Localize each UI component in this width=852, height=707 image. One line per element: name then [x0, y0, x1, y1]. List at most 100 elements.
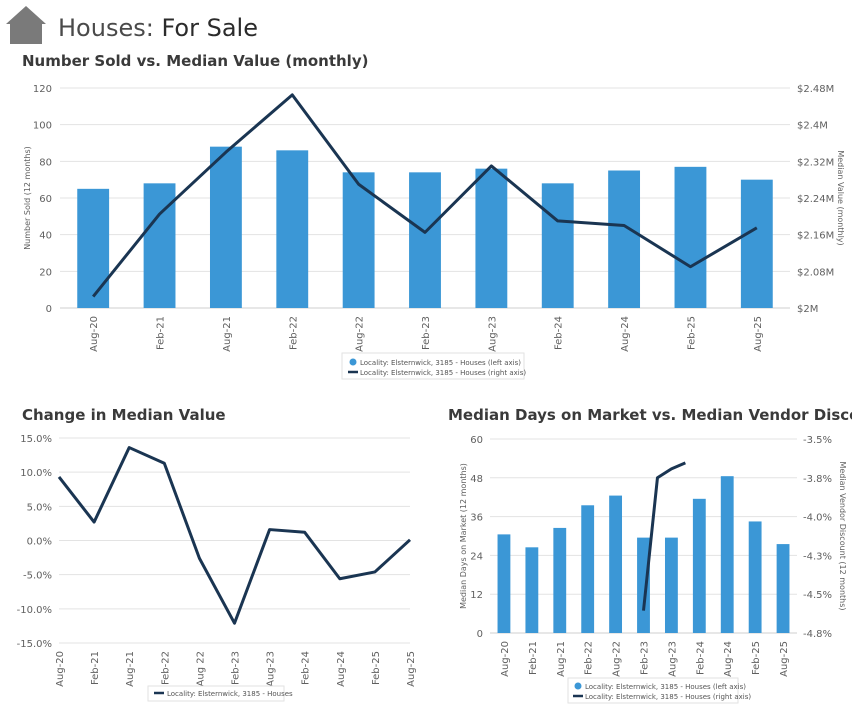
x-tick-label: Feb-24 [695, 641, 706, 675]
bar [608, 170, 641, 308]
y-right-tick-label: $2.48M [797, 84, 834, 95]
legend-item-line: Locality: Elsternwick, 3185 - Houses (ri… [360, 369, 526, 377]
x-tick-label: Aug-21 [556, 641, 567, 677]
y-tick-label: -5.0% [23, 571, 52, 582]
bar [674, 166, 707, 308]
y-left-tick-label: 0 [477, 629, 483, 640]
y-tick-label: -10.0% [17, 605, 52, 616]
y-right-tick-label: $2.24M [797, 194, 834, 205]
x-tick-label: Feb-23 [640, 641, 651, 675]
x-tick-label: Feb-23 [421, 316, 432, 350]
x-tick-label: Aug-20 [55, 651, 66, 687]
page-title: Houses: For Sale [58, 14, 258, 42]
legend-box [341, 352, 525, 380]
y-tick-label: -15.0% [17, 639, 52, 650]
bar [720, 476, 734, 633]
x-tick-label: Feb-22 [160, 651, 171, 685]
bar [553, 527, 567, 633]
bar [77, 188, 110, 308]
bar [497, 534, 511, 633]
y-axis-label-left: Number Sold (12 months) [23, 146, 32, 250]
page-title-prefix: Houses: [58, 14, 154, 42]
y-tick-label: 10.0% [20, 468, 52, 479]
y-left-tick-label: 60 [39, 194, 52, 205]
bar [541, 183, 574, 308]
x-tick-label: Feb-25 [751, 641, 762, 675]
x-tick-label: Feb-24 [301, 651, 312, 685]
bar [209, 146, 242, 308]
page-title-main: For Sale [161, 14, 258, 42]
bar [637, 537, 650, 633]
x-tick-label: Feb-21 [528, 641, 539, 675]
bar [740, 179, 773, 308]
y-left-tick-label: 40 [39, 231, 52, 242]
y-right-tick-label: -3.8% [803, 474, 832, 485]
x-tick-label: Aug-23 [266, 651, 277, 687]
series-line-median-value [92, 93, 758, 298]
x-tick-label: Feb-25 [371, 651, 382, 685]
y-left-tick-label: 24 [470, 551, 483, 562]
x-tick-label: Aug 22 [195, 651, 206, 686]
y-right-tick-label: $2M [797, 304, 818, 315]
y-left-tick-label: 36 [470, 513, 483, 524]
x-tick-label: Aug-24 [723, 641, 734, 677]
legend-swatch-bar [349, 358, 357, 366]
y-axis-label-left: Median Days on Market (12 months) [459, 463, 468, 609]
x-tick-label: Aug-25 [779, 641, 790, 677]
x-tick-label: Aug-24 [620, 316, 631, 352]
legend-swatch-bar [574, 682, 582, 690]
x-tick-label: Aug-23 [487, 316, 498, 352]
x-tick-label: Aug-20 [89, 316, 100, 352]
x-tick-label: Aug-24 [336, 651, 347, 687]
bar [776, 544, 790, 633]
series-line-vendor-discount [642, 461, 686, 611]
bar [409, 172, 441, 308]
bar [664, 537, 678, 633]
y-right-tick-label: -4.0% [803, 513, 832, 524]
bar [581, 505, 595, 633]
x-tick-label: Aug-25 [753, 316, 764, 352]
chart-title-days-vs-discount: Median Days on Market vs. Median Vendor … [448, 406, 852, 424]
x-tick-label: Feb-22 [288, 316, 299, 350]
y-left-tick-label: 80 [39, 157, 52, 168]
y-right-tick-label: $2.32M [797, 157, 834, 168]
y-right-tick-label: $2.08M [797, 267, 834, 278]
bar [692, 498, 706, 633]
x-tick-label: Feb-21 [90, 651, 101, 685]
bar [748, 521, 762, 633]
bar [475, 168, 508, 308]
y-axis-label-right: Median Vendor Discount (12 months) [838, 461, 847, 610]
bar [342, 172, 375, 308]
x-tick-label: Aug-23 [667, 641, 678, 677]
y-tick-label: 5.0% [27, 502, 52, 513]
x-tick-label: Feb-24 [554, 316, 565, 350]
chart-title-change-median: Change in Median Value [22, 406, 226, 424]
x-tick-label: Aug-22 [355, 316, 366, 352]
bar [609, 495, 623, 633]
y-left-tick-label: 20 [39, 267, 52, 278]
y-right-tick-label: -4.5% [803, 590, 832, 601]
y-left-tick-label: 12 [470, 590, 483, 601]
y-right-tick-label: $2.16M [797, 231, 834, 242]
x-tick-label: Feb-25 [686, 316, 697, 350]
x-tick-label: Aug-20 [500, 641, 511, 677]
legend-item-bar: Locality: Elsternwick, 3185 - Houses (le… [585, 683, 746, 691]
legend-item-bar: Locality: Elsternwick, 3185 - Houses (le… [360, 359, 521, 367]
legend-box [567, 677, 739, 704]
y-left-tick-label: 100 [33, 121, 52, 132]
chart-title-sold-vs-value: Number Sold vs. Median Value (monthly) [22, 52, 369, 70]
y-left-tick-label: 60 [470, 435, 483, 446]
x-tick-label: Aug-25 [406, 651, 417, 687]
y-left-tick-label: 120 [33, 84, 52, 95]
series-line-change [57, 446, 412, 625]
y-right-tick-label: -4.3% [803, 551, 832, 562]
x-tick-label: Feb-23 [231, 651, 242, 685]
y-left-tick-label: 0 [46, 304, 52, 315]
y-right-tick-label: -3.5% [803, 435, 832, 446]
y-tick-label: 0.0% [27, 537, 52, 548]
y-axis-label-right: Median Value (monthly) [836, 150, 845, 245]
y-right-tick-label: -4.8% [803, 629, 832, 640]
legend-item-line: Locality: Elsternwick, 3185 - Houses (ri… [585, 693, 751, 701]
x-tick-label: Feb-21 [156, 316, 167, 350]
